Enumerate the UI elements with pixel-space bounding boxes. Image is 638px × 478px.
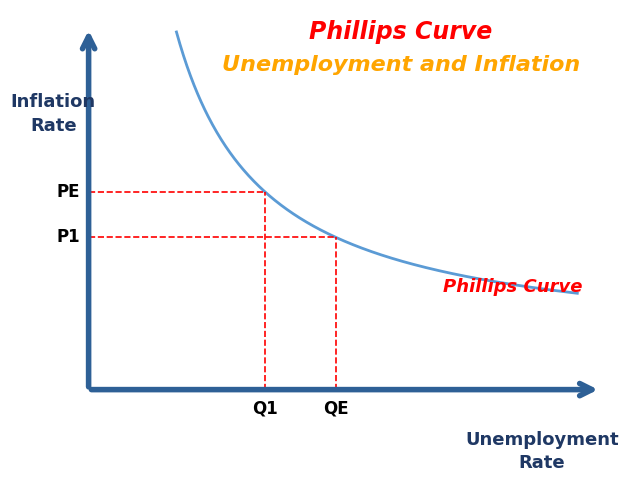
Text: Inflation
Rate: Inflation Rate: [11, 93, 96, 135]
Text: P1: P1: [56, 228, 80, 246]
Text: Q1: Q1: [253, 400, 278, 418]
Text: QE: QE: [323, 400, 349, 418]
Text: Phillips Curve: Phillips Curve: [309, 20, 493, 43]
Text: PE: PE: [56, 183, 80, 201]
Text: Unemployment and Inflation: Unemployment and Inflation: [221, 54, 580, 75]
Text: Phillips Curve: Phillips Curve: [443, 278, 582, 296]
Text: Unemployment
Rate: Unemployment Rate: [465, 431, 619, 472]
